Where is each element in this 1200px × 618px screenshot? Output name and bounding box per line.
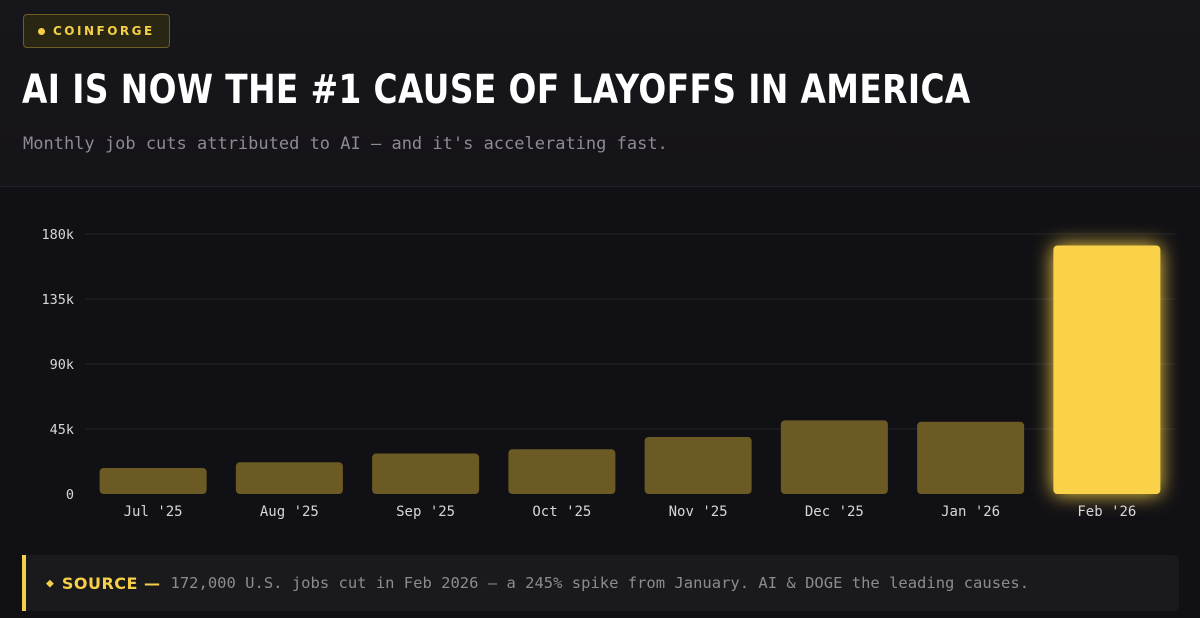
x-tick-label: Aug '25 [260, 504, 319, 520]
bar-oct-25 [508, 449, 616, 494]
bar-jan-26 [917, 421, 1025, 494]
dot-icon [38, 27, 45, 35]
grid-lines [85, 233, 1175, 430]
source-label: SOURCE — [61, 573, 161, 593]
y-tick-label: 0 [66, 487, 74, 503]
diamond-icon: ◆ [46, 575, 54, 591]
y-tick-label: 135k [41, 292, 74, 308]
header: COINFORGE AI IS NOW THE #1 CAUSE OF LAYO… [0, 0, 1200, 187]
bar-feb-26 [1053, 245, 1161, 494]
bars [99, 245, 1161, 494]
x-axis: Jul '25 Aug '25 Sep '25 Oct '25 Nov '25 Dec '… [124, 504, 1137, 520]
x-tick-label: Jan '26 [941, 504, 1000, 520]
y-tick-label: 90k [50, 357, 74, 373]
bar-jul-25 [99, 468, 207, 494]
bar-sep-25 [372, 453, 480, 494]
x-tick-label: Sep '25 [396, 504, 455, 520]
page-subtitle: Monthly job cuts attributed to AI — and … [23, 134, 668, 154]
x-tick-label: Oct '25 [532, 504, 591, 520]
y-axis: 0 45k 90k 135k 180k [41, 227, 74, 503]
x-tick-label: Dec '25 [805, 504, 864, 520]
y-tick-label: 180k [41, 227, 74, 243]
page-title: AI IS NOW THE #1 CAUSE OF LAYOFFS IN AME… [22, 67, 971, 113]
source-callout: ◆ SOURCE — 172,000 U.S. jobs cut in Feb … [22, 555, 1179, 611]
x-tick-label: Nov '25 [669, 504, 728, 520]
brand-badge: COINFORGE [23, 14, 170, 48]
x-tick-label: Jul '25 [124, 504, 183, 520]
y-tick-label: 45k [50, 422, 74, 438]
bar-nov-25 [644, 436, 752, 494]
bar-dec-25 [780, 420, 888, 494]
bar-aug-25 [235, 462, 343, 494]
x-tick-label: Feb '26 [1077, 504, 1136, 520]
bar-chart: 0 45k 90k 135k 180k Jul '25 Aug '25 Sep '25 Oct… [41, 227, 1175, 520]
chart-area: 0 45k 90k 135k 180k Jul '25 Aug '25 Sep '25 Oct… [0, 187, 1200, 532]
brand-name: COINFORGE [53, 24, 155, 38]
source-text: 172,000 U.S. jobs cut in Feb 2026 — a 24… [170, 574, 1030, 592]
